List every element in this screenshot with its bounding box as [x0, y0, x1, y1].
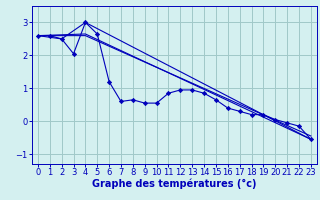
X-axis label: Graphe des températures (°c): Graphe des températures (°c) — [92, 179, 257, 189]
